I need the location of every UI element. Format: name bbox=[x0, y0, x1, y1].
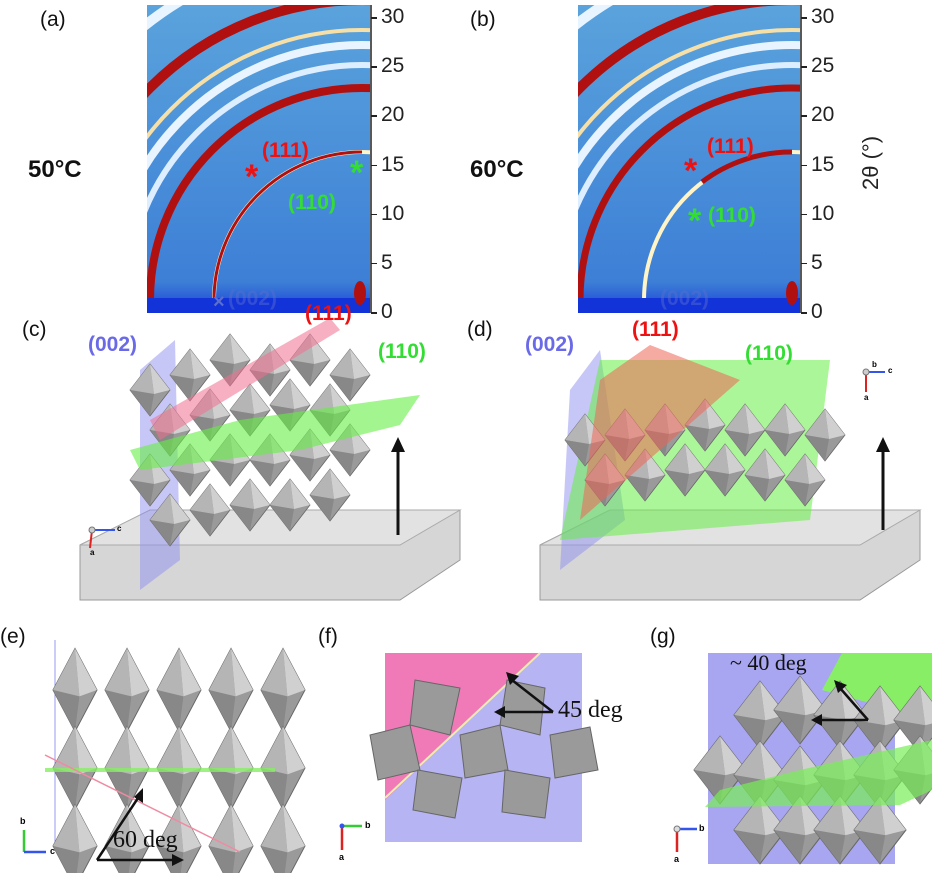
tick-label: 25 bbox=[381, 54, 405, 78]
hkl-110-a: (110) bbox=[288, 191, 336, 214]
tick-mark bbox=[801, 262, 807, 265]
tick-mark bbox=[801, 115, 807, 117]
tick-label: 5 bbox=[811, 250, 823, 274]
triad-letter-c-c: c bbox=[117, 524, 122, 533]
tick-label: 10 bbox=[811, 201, 835, 225]
tick-label: 20 bbox=[381, 103, 405, 127]
axis-triad-f bbox=[339, 823, 362, 850]
panel-label-c: (c) bbox=[22, 318, 47, 341]
panel-label-d: (d) bbox=[467, 318, 493, 341]
panel-label-g: (g) bbox=[650, 625, 676, 648]
tick-mark bbox=[801, 164, 807, 166]
triad-letter-d-c: c bbox=[888, 366, 893, 375]
axis-label-2theta: 2θ (°) bbox=[858, 135, 883, 190]
angle-label-e: 60 deg bbox=[113, 827, 178, 853]
axis-triad-g bbox=[673, 825, 697, 852]
panel-label-f: (f) bbox=[318, 625, 338, 648]
plane-label-002-c: (002) bbox=[88, 333, 138, 356]
tick-label: 15 bbox=[381, 152, 405, 176]
temperature-a: 50°C bbox=[28, 156, 82, 183]
plane-label-110-d: (110) bbox=[745, 342, 793, 365]
asterisk-111-a: * bbox=[245, 158, 259, 196]
triad-letter-f-a: a bbox=[339, 852, 345, 862]
diffraction-pattern-a bbox=[147, 5, 370, 313]
tick-mark bbox=[801, 17, 807, 19]
axis-triad-e bbox=[22, 830, 46, 854]
panel-label-e: (e) bbox=[0, 625, 26, 648]
tick-mark bbox=[371, 213, 377, 216]
axis-triad-d bbox=[862, 368, 885, 392]
temperature-b: 60°C bbox=[470, 156, 524, 183]
triad-letter-e-b: b bbox=[20, 816, 26, 826]
tick-mark bbox=[371, 164, 377, 166]
tick-mark bbox=[371, 262, 377, 265]
triad-letter-d-a: a bbox=[864, 393, 869, 402]
plane-label-110-c: (110) bbox=[378, 340, 426, 363]
hkl-002-a-glyph: × bbox=[213, 291, 225, 313]
crystal-view-g bbox=[673, 653, 932, 865]
hkl-110-b: (110) bbox=[708, 204, 756, 227]
tick-label: 25 bbox=[811, 54, 835, 78]
axis-triad-c bbox=[88, 526, 115, 549]
triad-letter-e-c: c bbox=[50, 846, 56, 856]
diffraction-pattern-b bbox=[578, 5, 800, 313]
hkl-002-b: (002) bbox=[660, 287, 710, 310]
angle-label-f: 45 deg bbox=[558, 697, 623, 723]
tick-mark bbox=[371, 66, 377, 68]
tick-mark bbox=[801, 213, 807, 216]
triad-letter-c-a: a bbox=[90, 548, 95, 557]
tick-mark bbox=[371, 115, 377, 117]
hkl-002-a: (002) bbox=[228, 287, 278, 310]
triad-letter-f-b: b bbox=[365, 820, 371, 830]
panel-label-a: (a) bbox=[40, 8, 66, 31]
tick-label: 15 bbox=[811, 152, 835, 176]
asterisk-110-a: * bbox=[350, 154, 364, 192]
triad-letter-d-b: b bbox=[872, 360, 877, 369]
crystal-view-f bbox=[339, 652, 599, 850]
tick-mark bbox=[371, 17, 377, 19]
tick-label: 20 bbox=[811, 103, 835, 127]
triad-letter-g-b: b bbox=[699, 823, 705, 833]
tick-label: 5 bbox=[381, 250, 393, 274]
panel-label-b: (b) bbox=[470, 8, 496, 31]
tick-mark bbox=[371, 312, 377, 314]
plane-label-111-d: (111) bbox=[632, 318, 679, 341]
crystal-model-d bbox=[539, 345, 922, 601]
tick-mark bbox=[801, 66, 807, 68]
triad-letter-g-a: a bbox=[674, 854, 680, 864]
plane-label-002-d: (002) bbox=[525, 333, 575, 356]
tick-label: 0 bbox=[381, 300, 393, 323]
tick-label: 30 bbox=[381, 5, 405, 28]
tick-label: 0 bbox=[811, 300, 823, 323]
crystal-model-c bbox=[79, 318, 462, 601]
tick-label: 30 bbox=[811, 5, 835, 28]
asterisk-111-b: * bbox=[684, 152, 698, 190]
plane-label-111-c: (111) bbox=[305, 302, 352, 325]
hkl-111-b: (111) bbox=[707, 135, 754, 158]
asterisk-110-b: * bbox=[688, 202, 702, 240]
hkl-111-a: (111) bbox=[262, 139, 309, 162]
crystal-view-e bbox=[22, 640, 306, 873]
tick-mark bbox=[801, 312, 807, 314]
angle-label-g: ~ 40 deg bbox=[730, 650, 807, 675]
tick-label: 10 bbox=[381, 201, 405, 225]
